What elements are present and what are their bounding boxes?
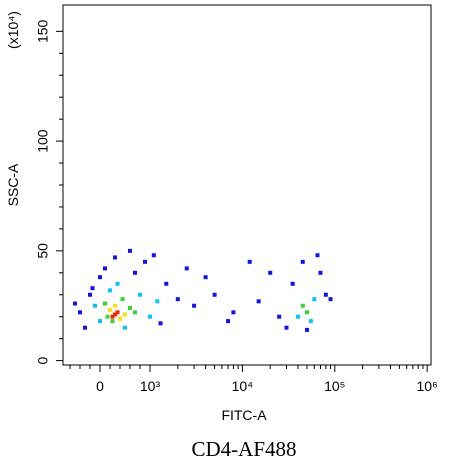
data-point bbox=[284, 325, 289, 330]
data-point bbox=[304, 310, 309, 315]
data-point bbox=[312, 297, 317, 302]
data-point bbox=[268, 270, 273, 275]
y-tick-label: 50 bbox=[35, 243, 51, 259]
data-point bbox=[323, 292, 328, 297]
data-point bbox=[105, 314, 110, 319]
data-point bbox=[203, 275, 208, 280]
data-point bbox=[226, 319, 231, 324]
data-point bbox=[78, 310, 82, 315]
data-point bbox=[88, 292, 92, 297]
data-point bbox=[247, 259, 252, 264]
data-point bbox=[158, 321, 163, 326]
data-point bbox=[308, 319, 313, 324]
data-point bbox=[175, 297, 180, 302]
data-point bbox=[148, 314, 152, 319]
data-point bbox=[110, 319, 115, 324]
data-point bbox=[290, 281, 295, 286]
data-point bbox=[151, 253, 156, 258]
data-point bbox=[108, 288, 112, 293]
y-axis-label: SSC-A bbox=[5, 163, 21, 206]
x-tick-label: 10⁶ bbox=[417, 378, 438, 394]
data-point bbox=[300, 259, 305, 264]
data-point bbox=[304, 327, 309, 332]
x-axis-label: FITC-A bbox=[221, 407, 267, 423]
data-point bbox=[108, 308, 112, 313]
data-point bbox=[103, 266, 107, 271]
data-point bbox=[73, 301, 77, 306]
data-point bbox=[256, 299, 261, 304]
data-point bbox=[128, 248, 132, 253]
data-point bbox=[113, 312, 117, 317]
data-point bbox=[164, 281, 169, 286]
data-point bbox=[212, 292, 217, 297]
data-point bbox=[143, 259, 147, 264]
data-point bbox=[315, 253, 320, 258]
x-tick-label: 0 bbox=[96, 378, 104, 394]
chart-title: CD4-AF488 bbox=[191, 437, 296, 461]
data-point bbox=[90, 286, 95, 291]
data-point bbox=[277, 314, 282, 319]
data-point bbox=[113, 255, 117, 260]
y-multiplier: (x10⁴) bbox=[5, 11, 21, 49]
data-point bbox=[93, 303, 97, 308]
y-tick-label: 100 bbox=[35, 129, 51, 153]
data-point bbox=[184, 266, 189, 271]
x-tick-label: 10³ bbox=[140, 378, 161, 394]
x-tick-label: 10⁴ bbox=[232, 378, 254, 394]
data-point bbox=[118, 316, 122, 321]
x-tick-label: 10⁵ bbox=[324, 378, 345, 394]
data-point bbox=[83, 325, 87, 330]
data-point bbox=[138, 292, 142, 297]
data-point bbox=[115, 310, 120, 315]
data-point bbox=[120, 297, 125, 302]
data-point bbox=[123, 312, 127, 317]
data-point bbox=[133, 310, 137, 315]
data-point bbox=[133, 270, 137, 275]
data-point bbox=[98, 319, 102, 324]
data-point bbox=[192, 303, 197, 308]
data-point bbox=[300, 303, 305, 308]
data-point bbox=[231, 310, 236, 315]
data-point bbox=[318, 270, 323, 275]
data-point bbox=[155, 299, 160, 304]
data-point bbox=[103, 301, 107, 306]
data-point bbox=[110, 314, 115, 319]
data-point bbox=[296, 314, 301, 319]
y-tick-label: 0 bbox=[35, 357, 51, 365]
y-tick-label: 150 bbox=[35, 19, 51, 43]
data-point bbox=[123, 325, 127, 330]
data-point bbox=[328, 297, 333, 302]
data-point bbox=[115, 281, 120, 286]
data-point bbox=[113, 303, 117, 308]
data-point bbox=[98, 275, 102, 280]
data-point bbox=[128, 305, 132, 310]
